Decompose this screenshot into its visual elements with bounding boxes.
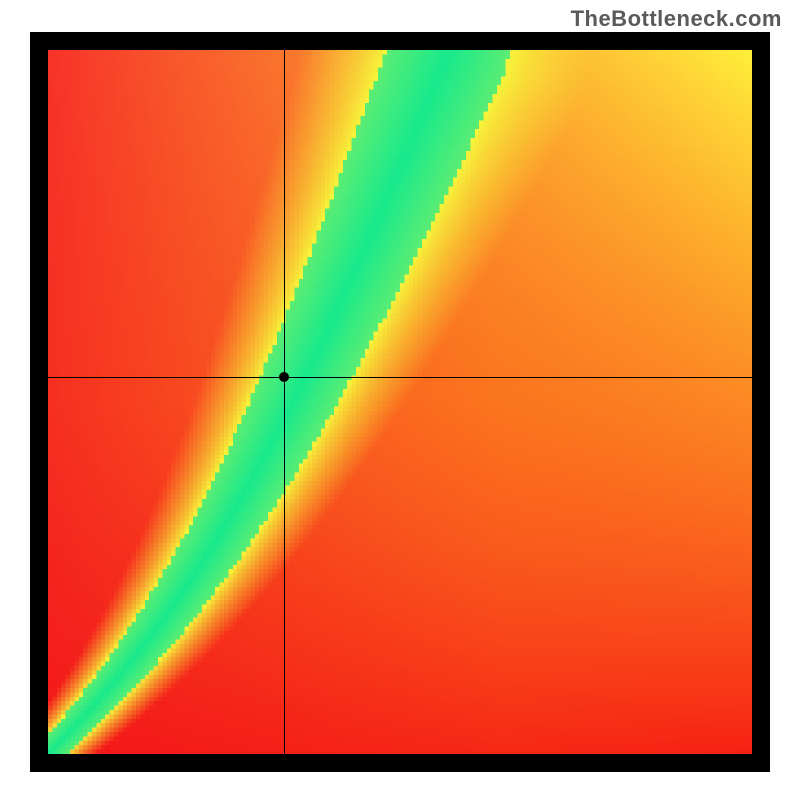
watermark-text: TheBottleneck.com [571, 6, 782, 32]
plot-area [48, 50, 752, 754]
crosshair-horizontal [48, 377, 752, 378]
crosshair-point [279, 372, 289, 382]
crosshair-vertical [284, 50, 285, 754]
heatmap-canvas [48, 50, 752, 754]
chart-container: TheBottleneck.com [0, 0, 800, 800]
